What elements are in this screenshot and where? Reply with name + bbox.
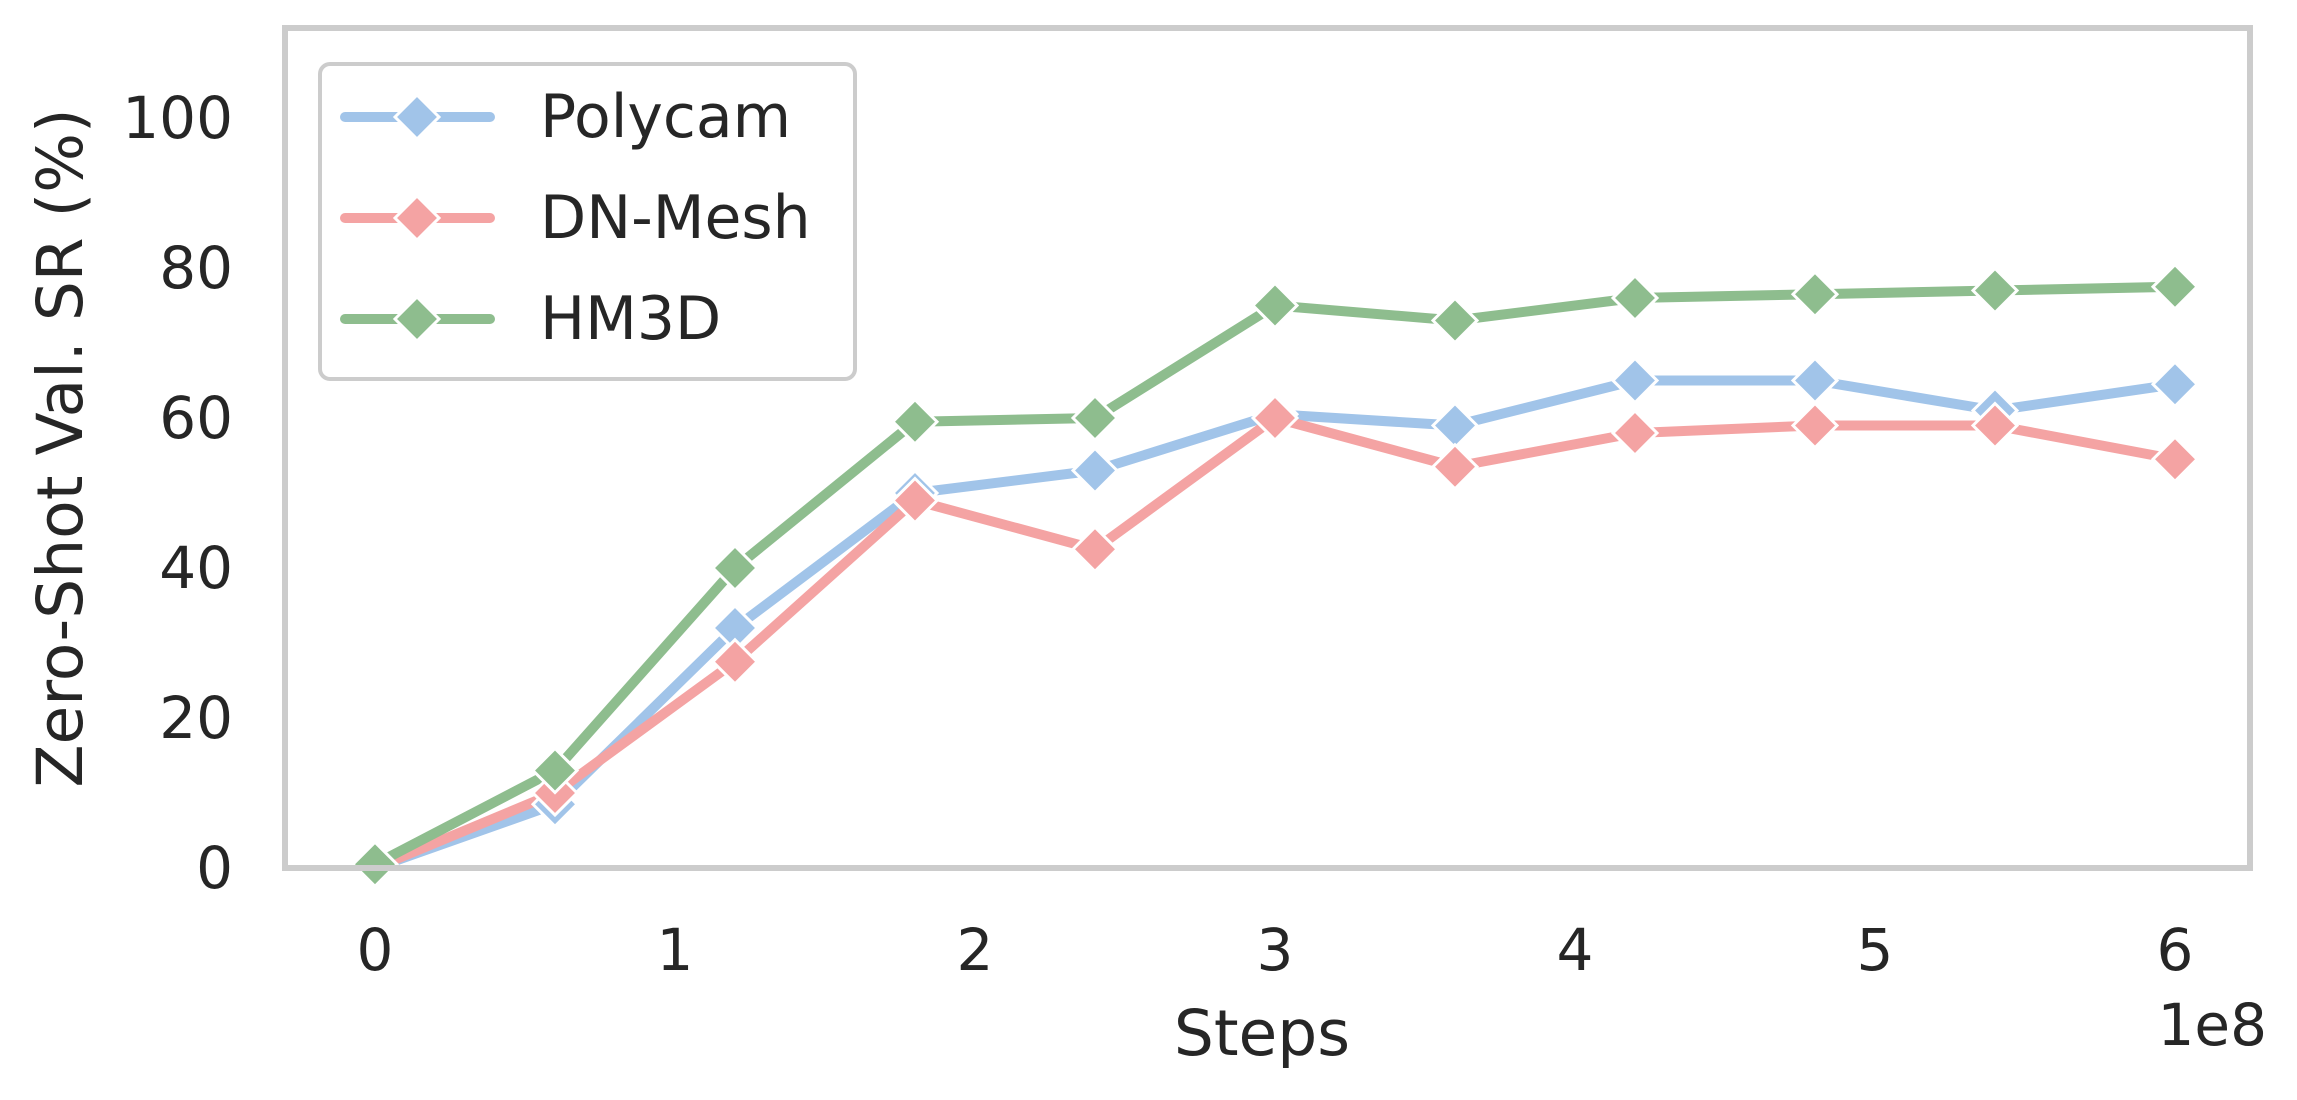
data-point-dn-mesh bbox=[1610, 408, 1660, 458]
x-axis-title: Steps bbox=[1174, 997, 1350, 1070]
x-tick-label: 3 bbox=[1257, 916, 1294, 984]
data-point-hm3d bbox=[1070, 393, 1120, 443]
x-tick-label: 6 bbox=[2157, 916, 2194, 984]
y-tick-label: 80 bbox=[159, 234, 233, 302]
y-tick-labels: 0 20 40 60 80 100 bbox=[122, 84, 233, 902]
x-tick-label: 5 bbox=[1857, 916, 1894, 984]
x-tick-label: 0 bbox=[357, 916, 394, 984]
data-point-dn-mesh bbox=[1430, 442, 1480, 491]
data-point-hm3d bbox=[1250, 281, 1300, 330]
data-point-dn-mesh bbox=[1970, 401, 2020, 450]
data-point-hm3d bbox=[1430, 296, 1480, 345]
data-point-dn-mesh bbox=[890, 476, 940, 525]
data-point-dn-mesh bbox=[1250, 393, 1300, 443]
x-offset-label: 1e8 bbox=[2158, 991, 2268, 1059]
legend: Polycam DN-Mesh HM3D bbox=[318, 62, 857, 381]
y-tick-label: 60 bbox=[159, 384, 233, 452]
y-tick-label: 20 bbox=[159, 684, 233, 752]
series-markers bbox=[350, 262, 2200, 893]
data-point-hm3d bbox=[1790, 270, 1840, 319]
x-tick-label: 1 bbox=[657, 916, 694, 984]
data-point-dn-mesh bbox=[2150, 435, 2200, 484]
legend-label-dn-mesh: DN-Mesh bbox=[540, 183, 811, 253]
y-axis-title: Zero-Shot Val. SR (%) bbox=[24, 108, 97, 787]
data-point-hm3d bbox=[1970, 266, 2020, 315]
legend-swatch-marker-polycam bbox=[392, 92, 442, 142]
legend-items: Polycam DN-Mesh HM3D bbox=[340, 82, 811, 354]
legend-swatch-marker-dn-mesh bbox=[392, 193, 442, 243]
plot-frame bbox=[282, 25, 2253, 871]
legend-box bbox=[318, 62, 857, 381]
y-tick-label: 100 bbox=[122, 84, 233, 152]
data-point-polycam bbox=[1610, 356, 1660, 405]
data-point-hm3d bbox=[890, 397, 940, 446]
legend-swatch-marker-hm3d bbox=[392, 294, 442, 344]
data-point-dn-mesh bbox=[1070, 525, 1120, 574]
legend-label-hm3d: HM3D bbox=[540, 284, 721, 354]
data-point-dn-mesh bbox=[1790, 401, 1840, 450]
data-point-hm3d bbox=[2150, 262, 2200, 311]
y-tick-label: 40 bbox=[159, 534, 233, 602]
x-tick-labels: 0 1 2 3 4 5 6 bbox=[357, 916, 2194, 984]
data-point-hm3d bbox=[530, 746, 580, 795]
data-point-hm3d bbox=[350, 840, 400, 889]
data-point-polycam bbox=[1070, 446, 1120, 495]
data-point-hm3d bbox=[1610, 273, 1660, 323]
x-tick-label: 4 bbox=[1557, 916, 1594, 984]
y-tick-label: 0 bbox=[196, 834, 233, 902]
legend-label-polycam: Polycam bbox=[540, 82, 791, 152]
x-tick-label: 2 bbox=[957, 916, 994, 984]
data-point-hm3d bbox=[710, 543, 760, 593]
data-point-dn-mesh bbox=[710, 637, 760, 686]
data-point-polycam bbox=[2150, 360, 2200, 409]
